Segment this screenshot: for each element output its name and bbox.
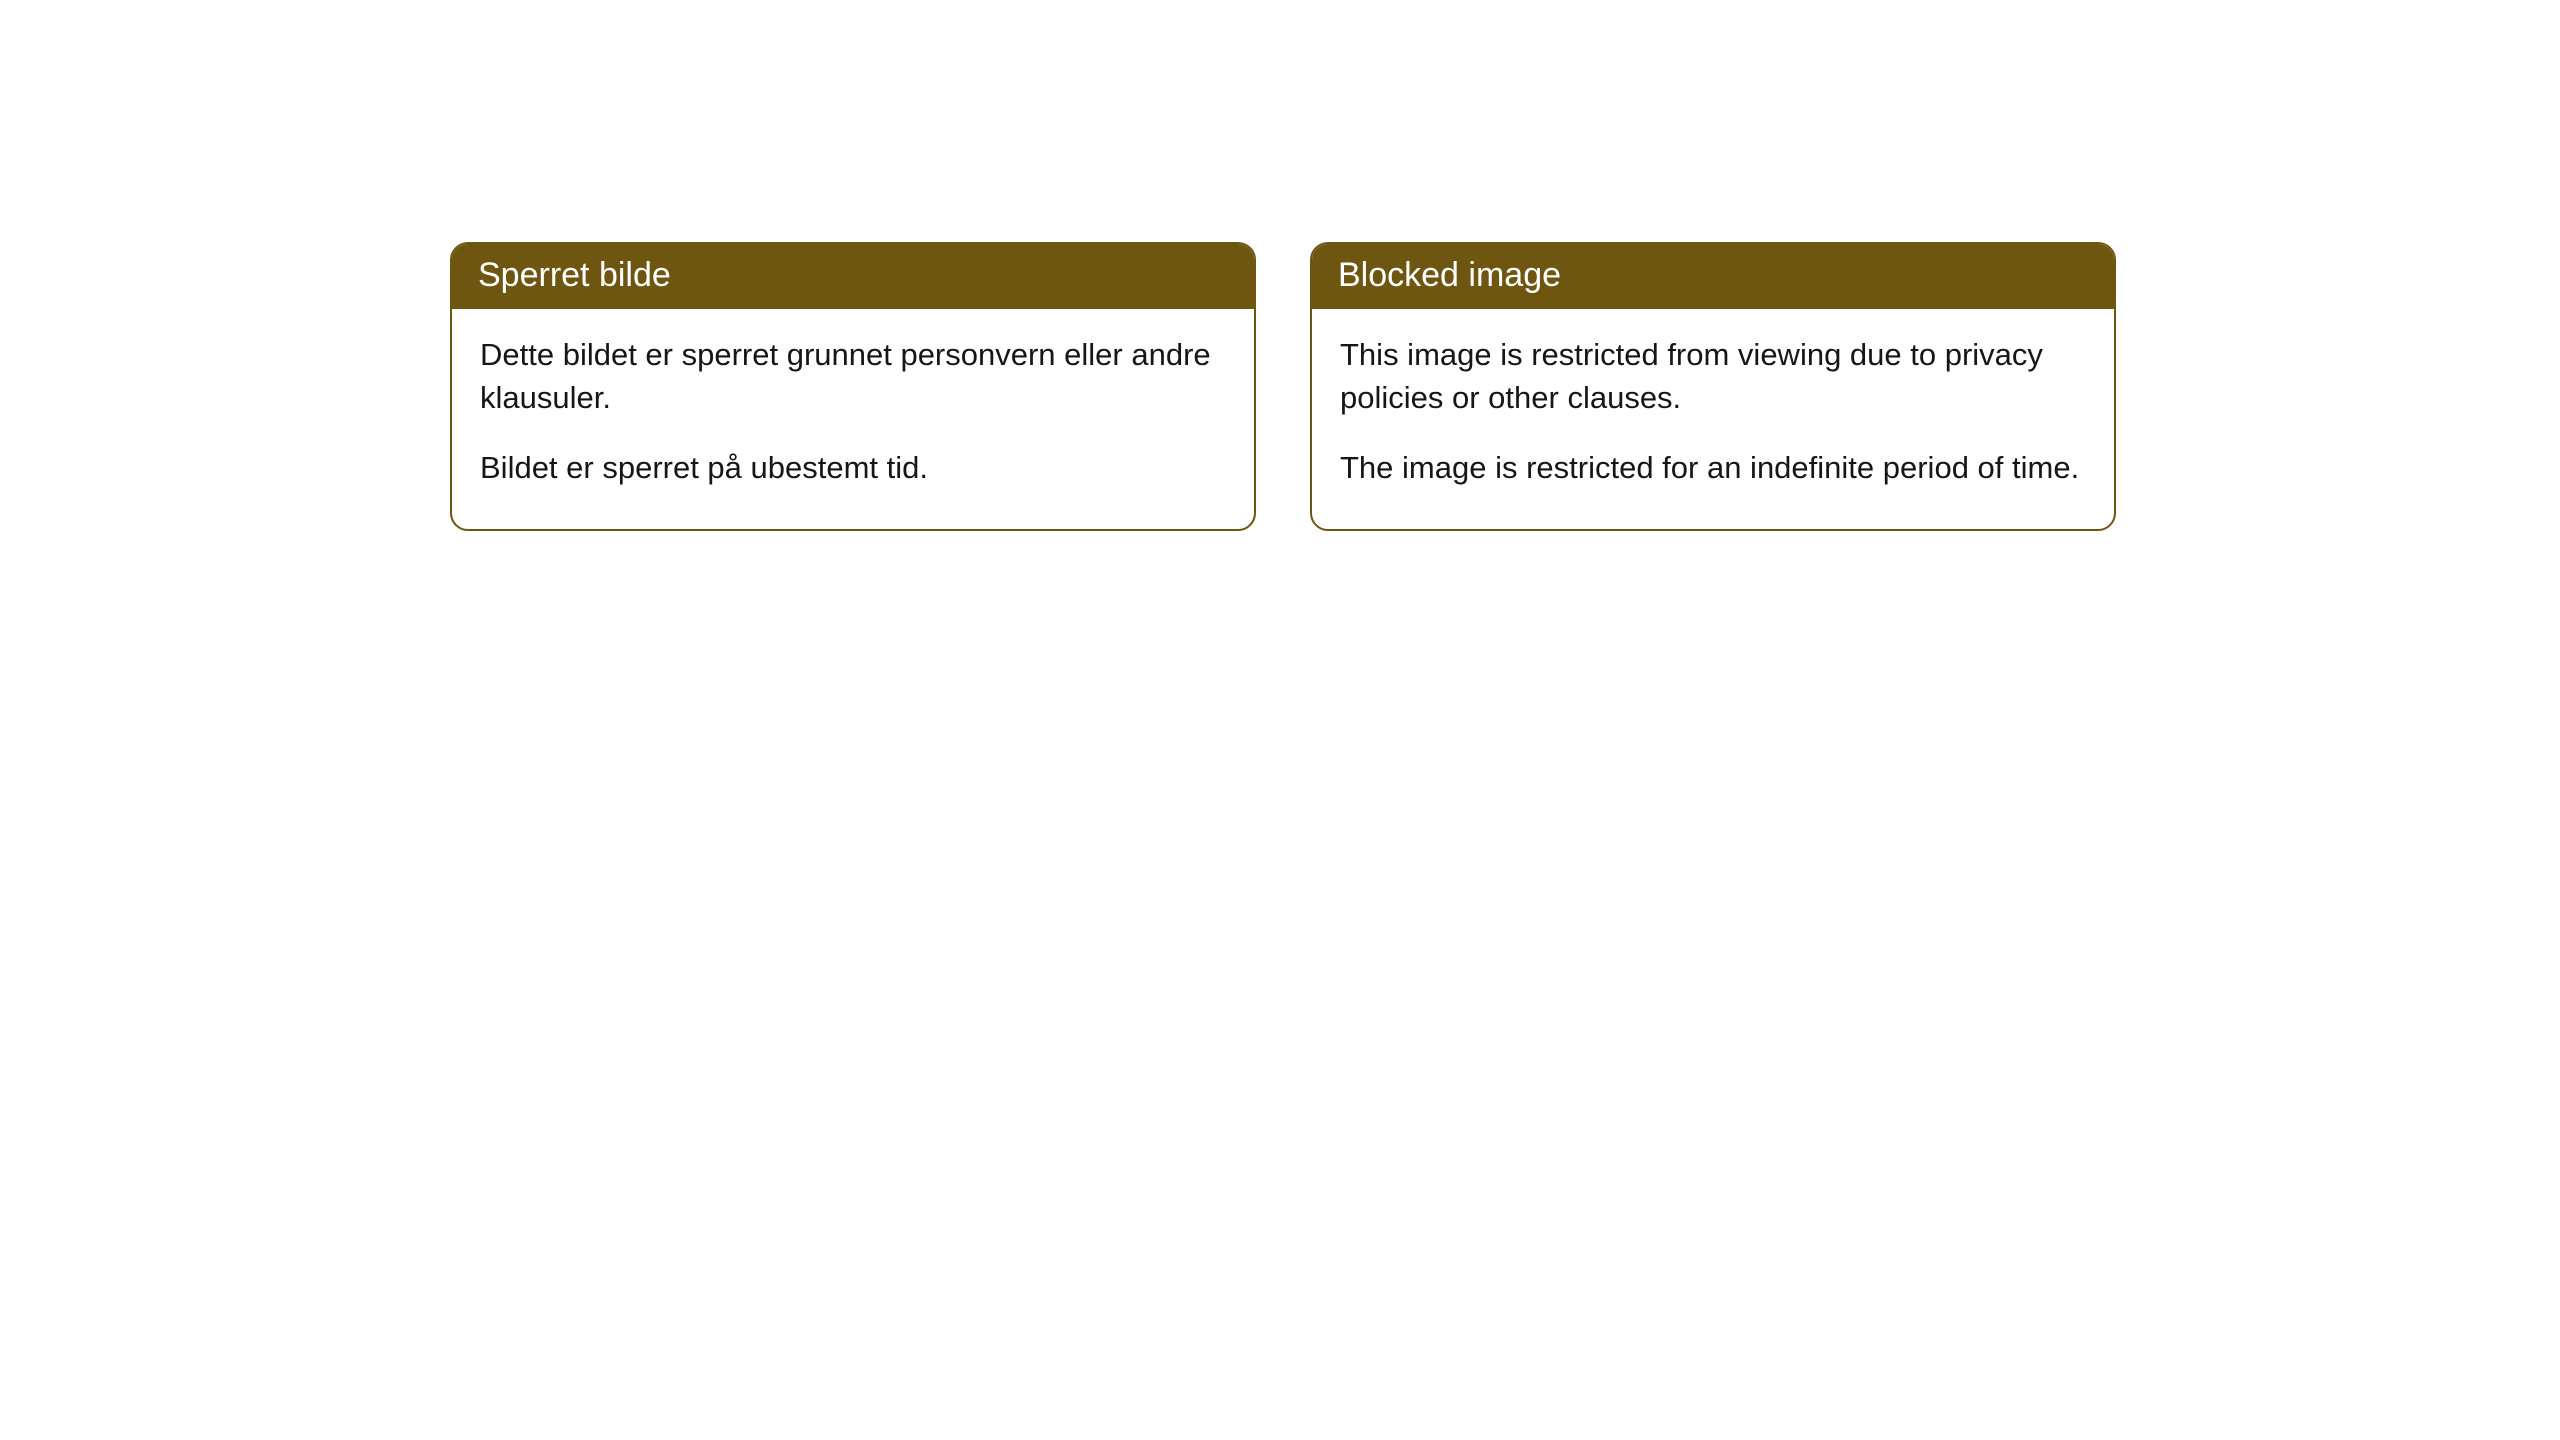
card-header: Blocked image: [1312, 244, 2114, 309]
card-paragraph: The image is restricted for an indefinit…: [1340, 446, 2086, 489]
card-title: Blocked image: [1338, 256, 1561, 294]
notice-cards-container: Sperret bilde Dette bildet er sperret gr…: [450, 242, 2116, 531]
card-paragraph: This image is restricted from viewing du…: [1340, 333, 2086, 420]
card-paragraph: Dette bildet er sperret grunnet personve…: [480, 333, 1226, 420]
card-paragraph: Bildet er sperret på ubestemt tid.: [480, 446, 1226, 489]
card-body: This image is restricted from viewing du…: [1312, 309, 2114, 529]
blocked-image-card-english: Blocked image This image is restricted f…: [1310, 242, 2116, 531]
blocked-image-card-norwegian: Sperret bilde Dette bildet er sperret gr…: [450, 242, 1256, 531]
card-title: Sperret bilde: [478, 256, 671, 294]
card-body: Dette bildet er sperret grunnet personve…: [452, 309, 1254, 529]
card-header: Sperret bilde: [452, 244, 1254, 309]
